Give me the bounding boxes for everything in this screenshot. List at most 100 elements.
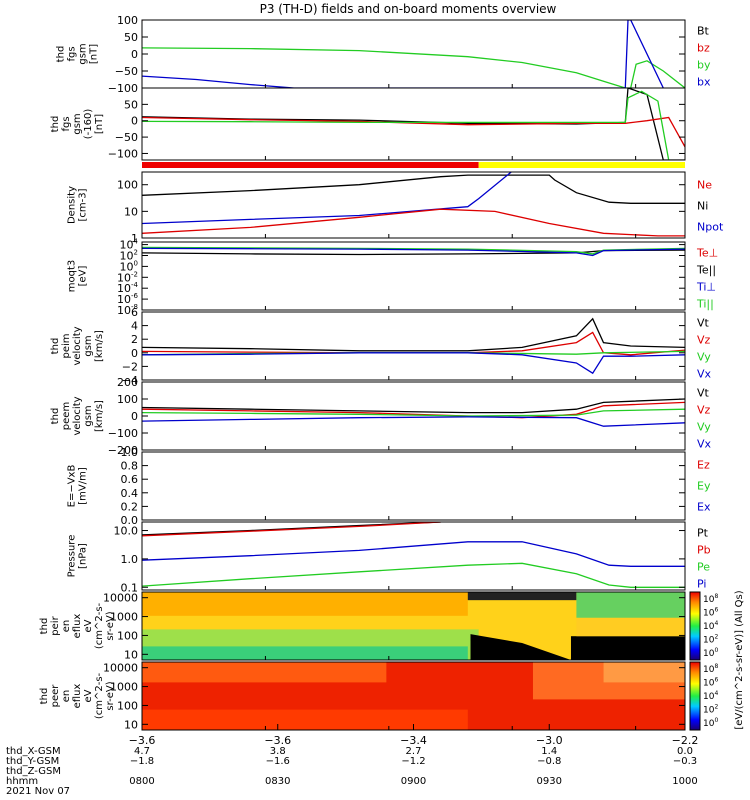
- x-tick-label: −3.0: [536, 734, 563, 747]
- legend-temp-0: Te⊥: [696, 247, 718, 260]
- y-tick-label: 10.0: [114, 525, 139, 538]
- y-axis-label: gsm: [78, 43, 89, 64]
- y-tick-label: 0.4: [121, 487, 139, 500]
- series-velocity_mom-Vt: [142, 317, 685, 352]
- y-axis-label: thd: [50, 116, 61, 133]
- y-tick-label: 10: [124, 718, 138, 731]
- panel-frame: [141, 521, 686, 591]
- panel-frame: [141, 381, 686, 451]
- y-tick-label: 1.0: [121, 553, 139, 566]
- y-axis-label: (cm^2-s-: [94, 602, 105, 649]
- series-velocity_esa-Vy: [142, 408, 685, 417]
- mode-flag-bar: [142, 162, 685, 168]
- y-tick-label: 0.8: [121, 460, 139, 473]
- colorbar-label: [eV/(cm^2-s-sr-eV)] (All Qs): [734, 590, 745, 729]
- legend-fgs-2: by: [697, 59, 711, 72]
- y-tick-label: 200: [117, 376, 138, 389]
- y-tick-label: −200: [108, 444, 138, 457]
- y-axis-label: thd: [50, 338, 61, 355]
- y-axis-label: peir: [50, 615, 61, 635]
- series-fgs-by: [142, 47, 685, 88]
- legend-fgs-0: Bt: [697, 25, 710, 38]
- series-density-Ne: [142, 208, 685, 237]
- y-tick-label: 4: [131, 320, 138, 333]
- y-axis-label: gsm: [72, 113, 83, 134]
- x-row-value: −0.3: [673, 756, 697, 767]
- y-axis-label: [nPa]: [78, 543, 89, 569]
- date-label: 2021 Nov 07: [6, 786, 70, 797]
- legend-velocity_mom-0: Vt: [697, 317, 710, 330]
- y-axis-label: [nT]: [89, 44, 100, 64]
- y-axis-label: eflux: [72, 614, 83, 639]
- series-velocity_mom-Vx: [142, 352, 685, 375]
- legend-pressure-1: Pb: [697, 544, 711, 557]
- series-density-Ni: [142, 174, 685, 204]
- y-tick-label: 10: [124, 205, 138, 218]
- panel-frame: [141, 311, 686, 381]
- legend-density-0: Ne: [697, 179, 712, 192]
- y-tick-label: 1: [131, 232, 138, 245]
- y-tick-label: 100: [117, 629, 138, 642]
- spectrogram-peir: [142, 592, 685, 660]
- legend-efield-1: Ey: [697, 480, 711, 493]
- y-tick-label: 0.0: [121, 514, 139, 527]
- flag-red-segment: [142, 162, 479, 168]
- panel-velocity_esa: −200 −100 0 100 200 thd peem velocity gsm [km/s] V…: [50, 376, 712, 457]
- colorbar-strip-0: [689, 591, 701, 661]
- legend-velocity_mom-1: Vz: [697, 334, 711, 347]
- panel-peer: 10 100 1000 10000 thd peer en eflux eV (cm^2-s-sr…: [39, 661, 686, 731]
- series-velocity_esa-Vx: [142, 416, 685, 427]
- x-row-label: hhmm: [6, 776, 38, 787]
- y-axis-label: sr-eV): [105, 611, 116, 640]
- legend-efield-0: Ez: [697, 459, 710, 472]
- y-axis-label: thd: [39, 618, 50, 635]
- y-axis-label: Density: [67, 186, 78, 224]
- y-axis-label: eV: [83, 619, 94, 632]
- x-tick-label: −3.6: [129, 734, 156, 747]
- y-axis-label: moqt3: [67, 260, 78, 293]
- legend-fgs-1: bz: [697, 42, 710, 55]
- y-axis-label: thd: [50, 408, 61, 425]
- y-axis-label: gsm: [83, 405, 94, 426]
- x-tick-label: −2.2: [672, 734, 699, 747]
- legend-velocity_mom-2: Vy: [697, 351, 711, 364]
- x-axis: −3.6 −3.6 −3.4 −3.0 −2.2 thd_X-GSM 4.7 3.8 2.7 1.…: [6, 724, 698, 797]
- panel-fgs: −100 −50 0 50 100 thd fgs gsm [nT] Bt bz by bx: [56, 14, 711, 95]
- x-row-value: −1.6: [266, 756, 290, 767]
- series-fgl-black: [142, 88, 685, 160]
- panel-fgl: −100 −50 0 50 thd fgs gsm (-160) [nT]: [50, 87, 686, 161]
- y-tick-label: 102: [120, 249, 138, 263]
- y-tick-label: −50: [115, 65, 138, 78]
- flag-yellow-segment: [478, 162, 685, 168]
- panel-frame: [141, 591, 686, 661]
- y-axis-label: E=−VxB: [67, 465, 78, 508]
- y-tick-label: 1.0: [121, 446, 139, 459]
- y-axis-label: velocity: [72, 396, 83, 435]
- x-row-value: 3.8: [270, 746, 286, 757]
- y-axis-label: eflux: [72, 684, 83, 709]
- y-axis-label: [km/s]: [94, 330, 105, 362]
- y-axis-label: thd: [39, 688, 50, 705]
- x-row-label: thd_Z-GSM: [6, 766, 61, 777]
- y-tick-label: 10000: [103, 662, 138, 675]
- legend-pressure-3: Pi: [697, 578, 706, 591]
- y-tick-label: 2: [131, 333, 138, 346]
- legend-temp-2: Ti⊥: [696, 281, 716, 294]
- y-axis-label: peem: [61, 402, 72, 430]
- legend-pressure-2: Pe: [697, 561, 710, 574]
- x-row-value: 0900: [401, 776, 426, 787]
- panel-efield: 0.00.20.40.60.81.0 E=−VxB [mV/m] Ez Ey Ex: [67, 446, 711, 527]
- x-row-value: 1000: [672, 776, 697, 787]
- x-row-value: −1.8: [130, 756, 154, 767]
- colorbar-tick: 106: [703, 677, 718, 689]
- y-tick-label: −50: [115, 131, 138, 144]
- series-temp-Tb: [142, 247, 685, 257]
- legend-velocity_esa-1: Vz: [697, 404, 711, 417]
- legend-fgs-3: bx: [697, 76, 711, 89]
- legend-velocity_esa-3: Vx: [697, 438, 712, 451]
- y-tick-label: 0.2: [121, 500, 139, 513]
- legend-efield-2: Ex: [697, 501, 711, 514]
